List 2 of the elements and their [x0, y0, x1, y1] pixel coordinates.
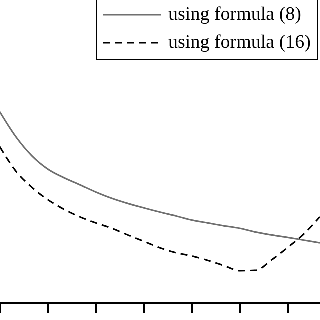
legend-label: using formula (8): [168, 3, 302, 27]
legend-label: using formula (16): [168, 31, 311, 55]
